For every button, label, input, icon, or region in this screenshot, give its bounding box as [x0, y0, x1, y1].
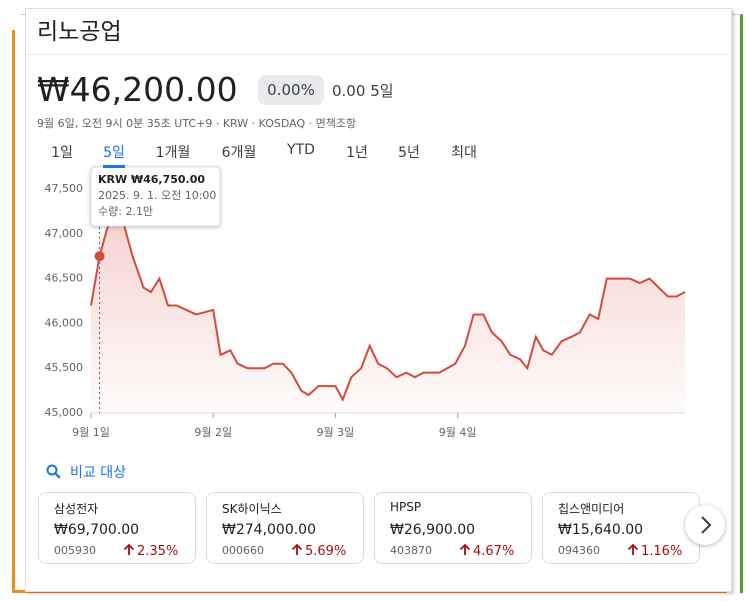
- tooltip-box: [90, 166, 221, 227]
- card-change: 1.16%: [627, 542, 682, 559]
- stock-title: 리노공업: [37, 19, 122, 45]
- tooltip-time: 2025. 9. 1. 오전 10:00: [98, 189, 216, 202]
- up-arrow: [123, 543, 135, 555]
- next-button[interactable]: [685, 505, 725, 545]
- card-code: 403870: [390, 544, 432, 557]
- chart: 45,000 45,500 46,000 46,500 47,000 47,500 9월 1…: [45, 166, 686, 439]
- card-code: 000660: [222, 544, 264, 557]
- compare-card[interactable]: 삼성전자 ₩69,700.00 005930 2.35%: [38, 492, 196, 564]
- up-arrow: [291, 543, 303, 555]
- chevron-icon: [701, 516, 712, 534]
- range-tab[interactable]: 최대: [451, 145, 477, 161]
- compare-label: 비교 대상: [70, 465, 126, 481]
- card-name: HPSP: [390, 500, 422, 514]
- change-abs: 0.00 5일: [332, 80, 394, 101]
- y-tick-label: 45,000: [45, 406, 84, 419]
- compare-card[interactable]: 칩스앤미디어 ₩15,640.00 094360 1.16%: [542, 492, 700, 564]
- card-change-value: 4.67%: [473, 544, 515, 559]
- tooltip: KRW ₩46,750.00 2025. 9. 1. 오전 10:00 수량: 2.…: [90, 166, 221, 227]
- search-icon: [46, 464, 61, 479]
- up-arrow: [459, 543, 471, 555]
- x-tick-label: 9월 2일: [194, 425, 232, 439]
- y-tick-label: 45,500: [45, 361, 84, 374]
- compare-card[interactable]: HPSP ₩26,900.00 403870 4.67%: [374, 492, 532, 564]
- highlight-point: [94, 251, 105, 262]
- change-pct: 0.00%: [258, 75, 324, 105]
- area: [91, 211, 685, 413]
- card-change-value: 5.69%: [305, 544, 347, 559]
- compare-button[interactable]: 비교 대상: [46, 461, 126, 482]
- separator: [26, 54, 729, 55]
- range-tab[interactable]: 1개월: [155, 145, 191, 161]
- compare-card[interactable]: SK하이닉스 ₩274,000.00 000660 5.69%: [206, 492, 364, 564]
- card-change: 2.35%: [123, 542, 178, 559]
- y-tick-label: 47,500: [45, 182, 84, 195]
- card-price: ₩15,640.00: [558, 522, 644, 538]
- y-tick-label: 47,000: [45, 227, 84, 240]
- card-change-value: 1.16%: [641, 544, 683, 559]
- card-name: 삼성전자: [54, 502, 99, 516]
- range-tab[interactable]: YTD: [287, 142, 315, 158]
- card-change-value: 2.35%: [137, 544, 179, 559]
- y-tick-label: 46,500: [45, 272, 84, 285]
- y-tick-label: 46,000: [45, 316, 84, 329]
- range-tab[interactable]: 5일: [103, 142, 125, 168]
- card-price: ₩69,700.00: [54, 522, 140, 538]
- tooltip-volume: 수량: 2.1만: [98, 205, 153, 218]
- up-arrow: [627, 543, 639, 555]
- card-price: ₩26,900.00: [390, 522, 476, 538]
- card-change: 5.69%: [291, 542, 346, 559]
- range-tab[interactable]: 6개월: [221, 145, 257, 161]
- card-change: 4.67%: [459, 542, 514, 559]
- card-code: 005930: [54, 544, 96, 557]
- card-price: ₩274,000.00: [222, 522, 317, 538]
- tooltip-price: KRW ₩46,750.00: [98, 173, 205, 186]
- range-tab[interactable]: 1일: [51, 145, 73, 161]
- price-line: [90, 209, 686, 402]
- card-code: 094360: [558, 544, 600, 557]
- change-period: 5일: [370, 82, 394, 100]
- range-tab[interactable]: 5년: [398, 145, 420, 161]
- x-tick-label: 9월 1일: [72, 425, 110, 439]
- card-name: SK하이닉스: [222, 502, 282, 516]
- quote-meta: 9월 6일, 오전 9시 0분 35초 UTC+9 · KRW · KOSDAQ…: [37, 117, 357, 130]
- range-tab[interactable]: 1년: [346, 145, 368, 161]
- change-value: 0.00: [332, 82, 366, 100]
- card-name: 칩스앤미디어: [558, 502, 625, 516]
- x-tick-label: 9월 4일: [439, 425, 477, 439]
- x-tick-label: 9월 3일: [317, 425, 355, 439]
- price: ₩46,200.00: [37, 70, 238, 109]
